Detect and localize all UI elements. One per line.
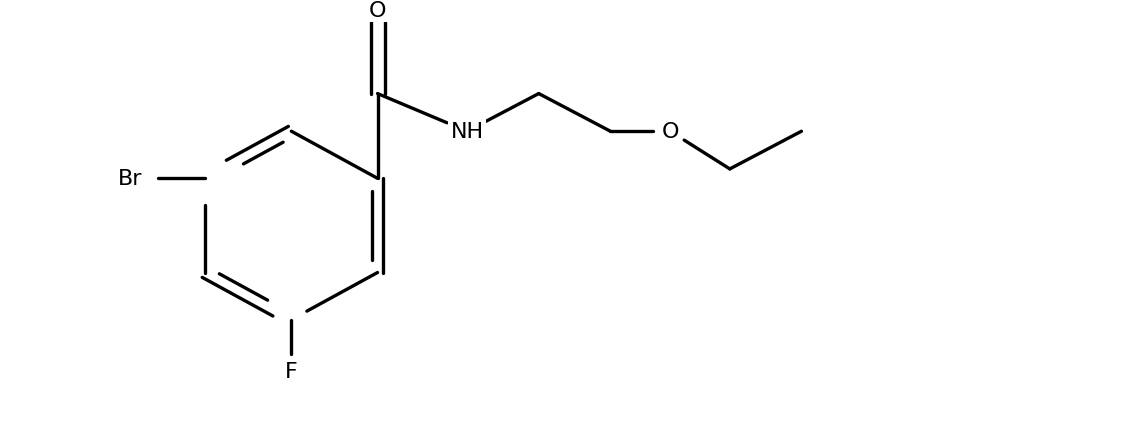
Text: F: F	[285, 362, 297, 382]
Text: Br: Br	[118, 169, 143, 189]
Text: O: O	[662, 122, 679, 142]
Text: NH: NH	[451, 122, 484, 142]
Text: O: O	[369, 1, 386, 21]
